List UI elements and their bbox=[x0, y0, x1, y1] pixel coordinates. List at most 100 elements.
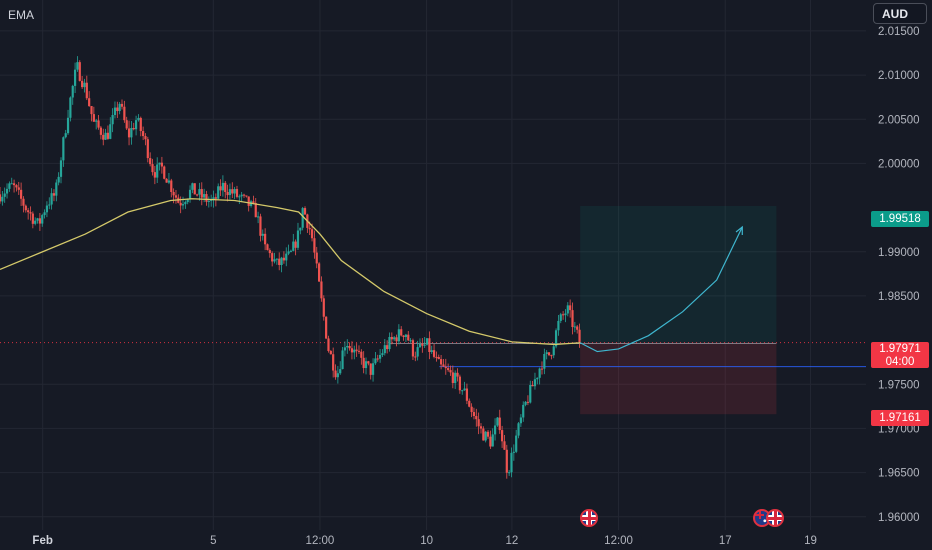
candle-body bbox=[55, 182, 58, 196]
candle-body bbox=[404, 334, 408, 338]
candle-body bbox=[407, 334, 410, 341]
candle-body bbox=[547, 352, 551, 356]
candle-body bbox=[562, 314, 565, 316]
candle-body bbox=[456, 372, 459, 377]
candle-body bbox=[348, 345, 351, 349]
candle-body bbox=[113, 107, 117, 116]
currency-button[interactable]: AUD bbox=[873, 3, 927, 24]
candle-body bbox=[442, 364, 445, 367]
candle-body bbox=[92, 114, 95, 122]
candle-body bbox=[221, 182, 224, 191]
y-tick-label: 2.01000 bbox=[878, 70, 920, 82]
candle-body bbox=[343, 347, 347, 351]
candle-body bbox=[191, 183, 194, 190]
candle-body bbox=[578, 329, 581, 342]
candle-body bbox=[142, 131, 145, 137]
candle-body bbox=[36, 218, 39, 221]
candle-body bbox=[193, 183, 196, 195]
x-tick-label: 17 bbox=[719, 535, 732, 547]
candle-body bbox=[226, 191, 229, 196]
target-price-tag: 1.99518 bbox=[871, 211, 929, 227]
candle-body bbox=[90, 106, 93, 115]
candle-body bbox=[259, 216, 262, 236]
candle-body bbox=[203, 194, 206, 198]
uk-flag-icon[interactable] bbox=[580, 509, 598, 527]
candle-body bbox=[29, 212, 32, 214]
candle-body bbox=[512, 451, 515, 453]
current-price-tag: 1.97971 04:00 bbox=[871, 342, 929, 368]
y-tick-label: 2.00000 bbox=[878, 158, 920, 170]
candle-body bbox=[428, 338, 431, 353]
candle-body bbox=[327, 338, 330, 351]
candle-body bbox=[364, 361, 368, 369]
candle-body bbox=[376, 358, 379, 360]
candle-body bbox=[289, 250, 293, 252]
candle-body bbox=[350, 348, 354, 353]
candle-body bbox=[440, 359, 443, 365]
candle-body bbox=[301, 208, 304, 228]
x-tick-label: Feb bbox=[32, 535, 52, 547]
ema-indicator-label[interactable]: EMA bbox=[8, 8, 35, 22]
candle-body bbox=[325, 316, 328, 339]
candle-body bbox=[278, 258, 281, 265]
candle-body bbox=[116, 107, 119, 112]
candle-body bbox=[163, 166, 166, 179]
candle-body bbox=[554, 330, 558, 347]
candle-body bbox=[158, 162, 161, 165]
candle-body bbox=[38, 218, 41, 224]
candle-body bbox=[360, 351, 363, 358]
candle-body bbox=[383, 345, 386, 354]
candle-body bbox=[386, 345, 389, 350]
candle-body bbox=[571, 310, 574, 327]
candle-body bbox=[85, 82, 88, 99]
candle-body bbox=[317, 263, 321, 282]
candle-body bbox=[78, 62, 81, 81]
candle-body bbox=[569, 305, 572, 311]
candle-body bbox=[3, 193, 6, 197]
candle-body bbox=[228, 189, 232, 196]
uk-flag-icon[interactable] bbox=[766, 509, 784, 527]
candle-body bbox=[353, 349, 356, 353]
projection-curve bbox=[579, 226, 743, 353]
candle-body bbox=[242, 194, 246, 196]
candle-body bbox=[395, 337, 398, 342]
candle-body bbox=[264, 233, 267, 245]
candle-body bbox=[576, 326, 579, 330]
candle-body bbox=[280, 257, 283, 265]
candle-body bbox=[379, 355, 382, 359]
candle-body bbox=[287, 251, 290, 254]
candle-body bbox=[134, 120, 138, 130]
candle-body bbox=[505, 449, 508, 473]
candle-body bbox=[109, 124, 112, 139]
candle-body bbox=[508, 472, 511, 474]
candle-body bbox=[45, 205, 49, 213]
candle-body bbox=[22, 198, 25, 206]
candle-body bbox=[411, 340, 415, 357]
candle-body bbox=[123, 106, 126, 121]
candle-body bbox=[418, 343, 422, 348]
candle-body bbox=[355, 349, 358, 351]
candle-body bbox=[454, 372, 457, 384]
candle-body bbox=[369, 363, 372, 375]
candle-body bbox=[409, 340, 412, 342]
candle-body bbox=[533, 379, 537, 387]
candle-body bbox=[498, 417, 501, 431]
candle-body bbox=[76, 62, 79, 70]
candle-body bbox=[254, 203, 257, 218]
candle-body bbox=[179, 202, 182, 206]
candle-body bbox=[543, 354, 546, 369]
y-tick-label: 1.97500 bbox=[878, 379, 920, 391]
candle-body bbox=[188, 189, 192, 199]
candle-body bbox=[475, 415, 478, 420]
candle-body bbox=[393, 337, 396, 340]
candle-body bbox=[400, 329, 403, 336]
candle-body bbox=[64, 133, 67, 138]
candle-body bbox=[273, 259, 276, 262]
candle-body bbox=[31, 213, 34, 224]
stop-zone bbox=[580, 342, 777, 415]
candle-body bbox=[371, 363, 375, 375]
candle-body bbox=[526, 401, 530, 403]
candle-body bbox=[27, 210, 30, 213]
candle-body bbox=[139, 117, 142, 132]
